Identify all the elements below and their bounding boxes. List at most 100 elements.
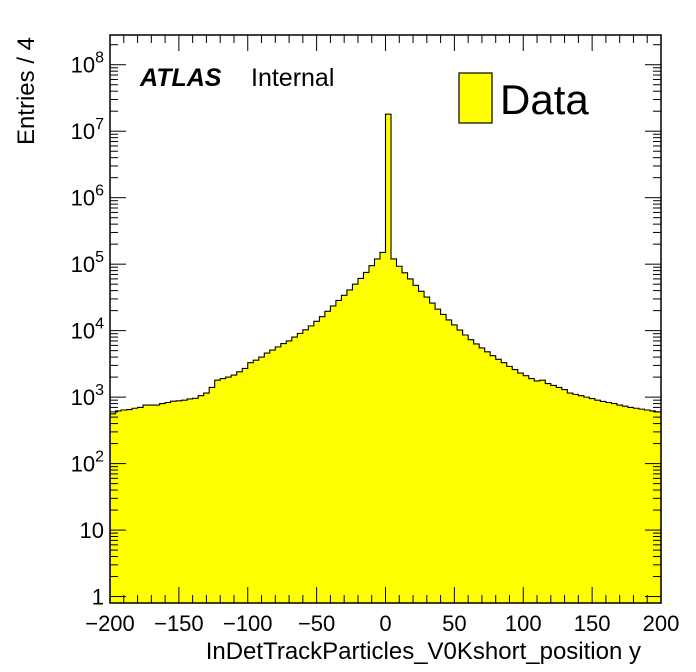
histogram-bar xyxy=(121,410,127,603)
histogram-bar xyxy=(638,409,645,603)
histogram-bar xyxy=(258,357,265,603)
x-tick-label: 200 xyxy=(643,611,680,636)
histogram-bar xyxy=(468,339,475,603)
histogram-bar xyxy=(352,284,359,603)
histogram-bar xyxy=(187,398,194,603)
x-tick-label: −50 xyxy=(298,611,335,636)
x-tick-label: 0 xyxy=(379,611,391,636)
histogram-bar xyxy=(159,403,166,603)
histogram-bar xyxy=(501,362,508,603)
histogram-bar xyxy=(308,325,315,603)
histogram-bar xyxy=(132,408,138,603)
y-tick-label: 102 xyxy=(71,449,104,477)
histogram-bar xyxy=(192,398,199,603)
histogram-bar xyxy=(396,266,403,603)
histogram-bar xyxy=(517,373,524,603)
histogram-bar xyxy=(512,369,519,603)
x-axis-title: InDetTrackParticles_V0Kshort_position y xyxy=(206,638,641,665)
histogram-bar xyxy=(572,394,579,603)
histogram-bar xyxy=(479,347,486,603)
histogram-bar xyxy=(567,393,574,603)
histogram-bar xyxy=(600,401,607,603)
histogram-bar xyxy=(242,368,249,603)
histogram-bar xyxy=(457,330,464,603)
histogram-bar xyxy=(462,334,469,603)
y-tick-label: 105 xyxy=(71,249,104,277)
y-tick-label: 103 xyxy=(71,382,104,410)
y-tick-label: 107 xyxy=(71,116,104,144)
histogram-bars xyxy=(109,113,662,604)
histogram-bar xyxy=(148,405,155,603)
y-tick-label: 1 xyxy=(92,585,104,610)
histogram-bar xyxy=(181,400,188,603)
x-tick-label: 50 xyxy=(442,611,466,636)
histogram-bar xyxy=(490,355,497,603)
histogram-bar xyxy=(176,400,183,603)
y-axis-title: Entries / 4 xyxy=(13,37,40,145)
histogram-bar xyxy=(330,305,337,603)
histogram-bar xyxy=(424,297,430,603)
histogram-bar xyxy=(534,380,541,603)
histogram-bar xyxy=(451,324,458,603)
internal-label: Internal xyxy=(251,64,334,92)
histogram-bar xyxy=(402,272,408,603)
histogram-bar xyxy=(644,410,651,603)
histogram-bar xyxy=(275,346,282,603)
y-tick-label: 108 xyxy=(71,50,104,78)
histogram-bar xyxy=(413,285,419,603)
histogram-bar xyxy=(589,398,596,603)
histogram-bar xyxy=(616,405,623,603)
histogram-bar xyxy=(115,410,122,603)
histogram-bar xyxy=(286,340,293,603)
histogram-bar xyxy=(198,395,205,603)
histogram-bar xyxy=(556,387,563,603)
histogram-bar xyxy=(269,350,276,603)
histogram-bar xyxy=(220,378,227,603)
histogram-bar xyxy=(627,407,634,603)
histogram-bar xyxy=(385,114,392,604)
histogram-bar xyxy=(550,385,557,603)
histogram-bar xyxy=(143,405,149,603)
y-tick-label: 10 xyxy=(80,518,104,543)
histogram-bar xyxy=(165,402,172,603)
histogram-bar xyxy=(545,383,552,603)
histogram-bar xyxy=(435,309,441,603)
histogram-bar xyxy=(363,272,370,603)
histogram-bar xyxy=(126,409,133,603)
histogram-bar xyxy=(484,351,491,603)
histogram-bar xyxy=(495,359,502,603)
histogram-bar xyxy=(583,397,590,603)
histogram-bar xyxy=(203,393,210,603)
histogram-bar xyxy=(446,319,453,603)
histogram-bar xyxy=(324,311,331,603)
histogram-bar xyxy=(319,316,326,603)
legend-label: Data xyxy=(500,76,589,123)
histogram-bar xyxy=(440,314,447,603)
histogram-bar xyxy=(110,413,116,603)
histogram-bar xyxy=(231,375,238,603)
histogram-bar xyxy=(391,258,397,603)
x-tick-label: −100 xyxy=(223,611,273,636)
histogram-bar xyxy=(622,406,629,603)
y-tick-labels: 1 10 102 103 104 105 106 107 108 xyxy=(71,50,104,610)
histogram-bar xyxy=(633,408,640,603)
histogram-bar xyxy=(236,371,243,603)
histogram-bar xyxy=(264,353,271,603)
x-tick-label: −150 xyxy=(154,611,204,636)
y-tick-label: 104 xyxy=(71,316,104,344)
histogram-bar xyxy=(523,375,530,603)
histogram-bar xyxy=(137,407,144,603)
histogram-bar xyxy=(379,252,386,603)
histogram-bar xyxy=(473,343,480,603)
legend-swatch xyxy=(458,72,493,124)
histogram-bar xyxy=(506,366,513,603)
histogram-bar xyxy=(374,258,381,603)
histogram-bar xyxy=(649,410,656,603)
histogram-bar xyxy=(170,401,177,603)
histogram-bar xyxy=(225,377,232,603)
histogram-bar xyxy=(313,321,320,603)
histogram-bar xyxy=(335,300,342,603)
histogram-bar xyxy=(578,395,585,603)
histogram-bar xyxy=(341,295,348,603)
histogram-bar xyxy=(214,380,221,603)
